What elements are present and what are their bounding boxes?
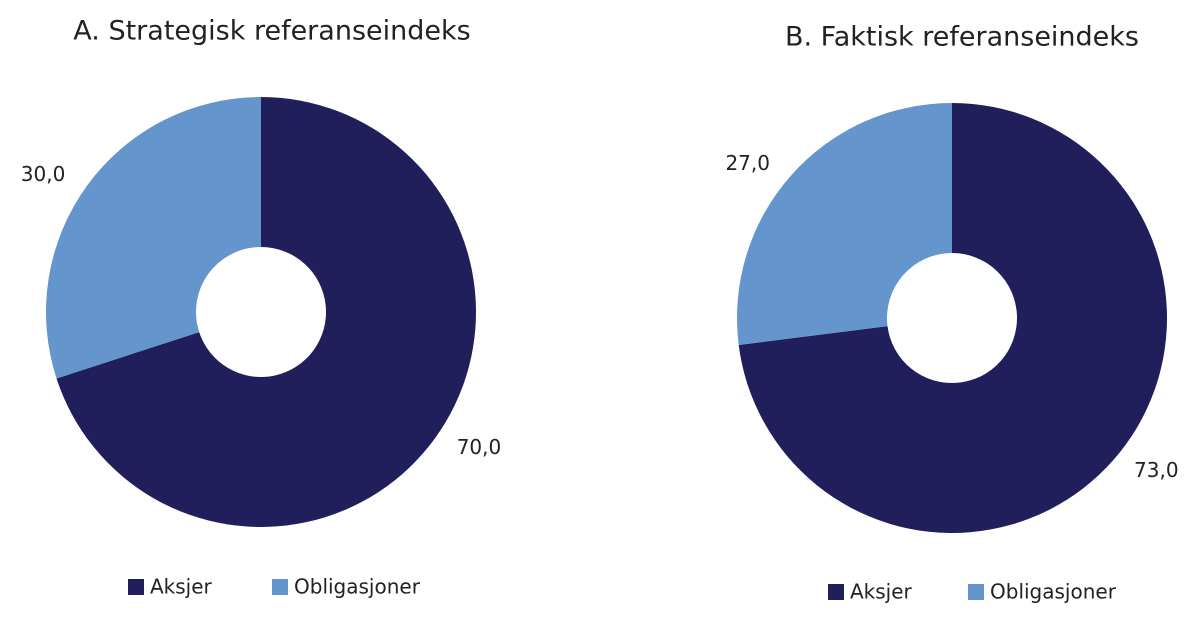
pie-slice: [738, 103, 1167, 533]
pie-slice: [56, 97, 476, 527]
chart-title: B. Faktisk referanseindeks: [785, 22, 1139, 53]
legend-label: Aksjer: [850, 580, 913, 604]
pie-slice: [45, 97, 262, 379]
legend-swatch: [272, 579, 288, 595]
data-label: 30,0: [21, 162, 66, 186]
legend-swatch: [828, 584, 844, 600]
chart-title: A. Strategisk referanseindeks: [73, 16, 470, 47]
data-label: 70,0: [457, 435, 502, 459]
legend-label: Aksjer: [150, 575, 213, 599]
legend-label: Obligasjoner: [294, 575, 421, 599]
legend-swatch: [128, 579, 144, 595]
legend-swatch: [968, 584, 984, 600]
data-label: 73,0: [1134, 458, 1179, 482]
legend-label: Obligasjoner: [990, 580, 1117, 604]
data-label: 27,0: [725, 151, 770, 175]
pie-slice: [737, 103, 952, 345]
